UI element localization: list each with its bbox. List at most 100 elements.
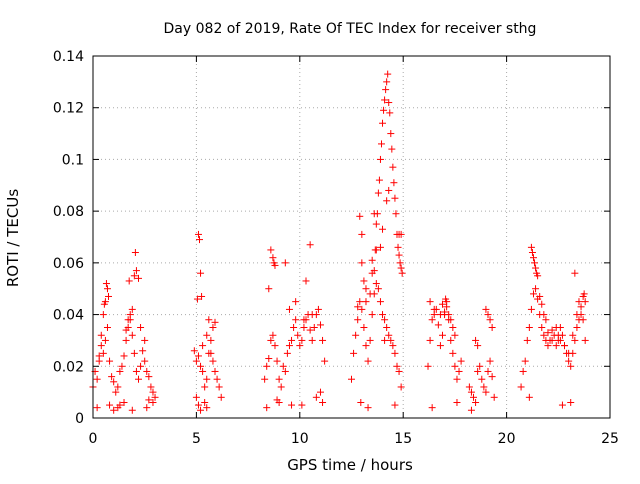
data-point — [358, 305, 366, 313]
data-point — [484, 311, 492, 319]
data-point — [542, 316, 550, 324]
data-point — [474, 342, 482, 350]
data-point — [554, 331, 562, 339]
data-point — [292, 298, 300, 306]
data-point — [540, 331, 548, 339]
data-point — [145, 373, 153, 381]
y-tick-label: 0.08 — [53, 204, 84, 220]
data-point — [356, 298, 364, 306]
x-tick-label: 10 — [291, 431, 309, 447]
data-point — [544, 342, 552, 350]
data-point — [482, 305, 490, 313]
data-point — [217, 393, 225, 401]
data-point — [263, 362, 271, 370]
data-point — [385, 99, 393, 107]
data-point — [194, 401, 202, 409]
x-tick-label: 25 — [601, 431, 619, 447]
data-point — [517, 383, 525, 391]
data-point — [385, 186, 393, 194]
data-point — [484, 367, 492, 375]
data-point — [561, 342, 569, 350]
data-point — [567, 398, 575, 406]
data-point — [434, 321, 442, 329]
data-point — [527, 305, 535, 313]
data-point — [139, 347, 147, 355]
data-point — [519, 367, 527, 375]
data-point — [362, 342, 370, 350]
data-point — [532, 264, 540, 272]
data-point — [99, 349, 107, 357]
data-point — [114, 383, 122, 391]
data-point — [316, 321, 324, 329]
data-point — [556, 336, 564, 344]
data-point — [581, 336, 589, 344]
data-point — [294, 331, 302, 339]
data-point — [134, 375, 142, 383]
data-point — [103, 285, 111, 293]
data-point — [269, 254, 277, 262]
data-point — [571, 269, 579, 277]
data-point — [126, 311, 134, 319]
chart-title: Day 082 of 2019, Rate Of TEC Index for r… — [164, 21, 537, 37]
data-point — [319, 336, 327, 344]
data-point — [451, 331, 459, 339]
data-point — [443, 303, 451, 311]
data-point — [203, 375, 211, 383]
data-point — [453, 375, 461, 383]
data-point — [103, 324, 111, 331]
data-point — [277, 383, 285, 391]
data-point — [145, 396, 153, 404]
data-point — [192, 357, 200, 365]
data-point — [296, 342, 304, 350]
data-point — [428, 316, 436, 324]
data-point — [356, 212, 364, 220]
data-point — [374, 285, 382, 293]
data-point — [397, 383, 405, 391]
data-point — [391, 401, 399, 409]
data-point — [97, 331, 105, 339]
data-point — [308, 311, 316, 319]
data-point — [447, 336, 455, 344]
data-point — [273, 396, 281, 404]
data-point — [381, 316, 389, 324]
data-point — [375, 176, 383, 184]
data-point — [368, 311, 376, 319]
data-point — [112, 388, 120, 396]
data-point — [198, 292, 206, 300]
data-point — [211, 318, 219, 326]
data-point — [525, 324, 533, 331]
y-tick-label: 0.12 — [53, 101, 84, 117]
data-point — [521, 357, 529, 365]
data-point — [387, 130, 395, 138]
x-tick-label: 20 — [498, 431, 516, 447]
y-tick-label: 0.14 — [53, 49, 84, 65]
data-point — [267, 336, 275, 344]
data-points — [89, 70, 589, 414]
data-point — [209, 357, 217, 365]
data-point — [470, 393, 478, 401]
data-point — [430, 305, 438, 313]
data-point — [544, 329, 552, 337]
data-point — [132, 267, 140, 275]
data-point — [386, 109, 394, 117]
data-point — [190, 347, 198, 355]
data-point — [548, 336, 556, 344]
data-point — [312, 393, 320, 401]
data-point — [575, 298, 583, 306]
data-point — [552, 342, 560, 350]
data-point — [302, 277, 310, 285]
data-point — [211, 367, 219, 375]
data-point — [143, 367, 151, 375]
data-point — [298, 336, 306, 344]
data-point — [298, 401, 306, 409]
x-axis-label: GPS time / hours — [287, 456, 413, 474]
data-point — [396, 259, 404, 267]
data-point — [438, 300, 446, 308]
data-point — [101, 336, 109, 344]
data-point — [128, 305, 136, 313]
data-point — [398, 269, 406, 277]
data-point — [455, 367, 463, 375]
data-point — [149, 398, 157, 406]
data-point — [95, 352, 103, 360]
data-point — [362, 298, 370, 306]
